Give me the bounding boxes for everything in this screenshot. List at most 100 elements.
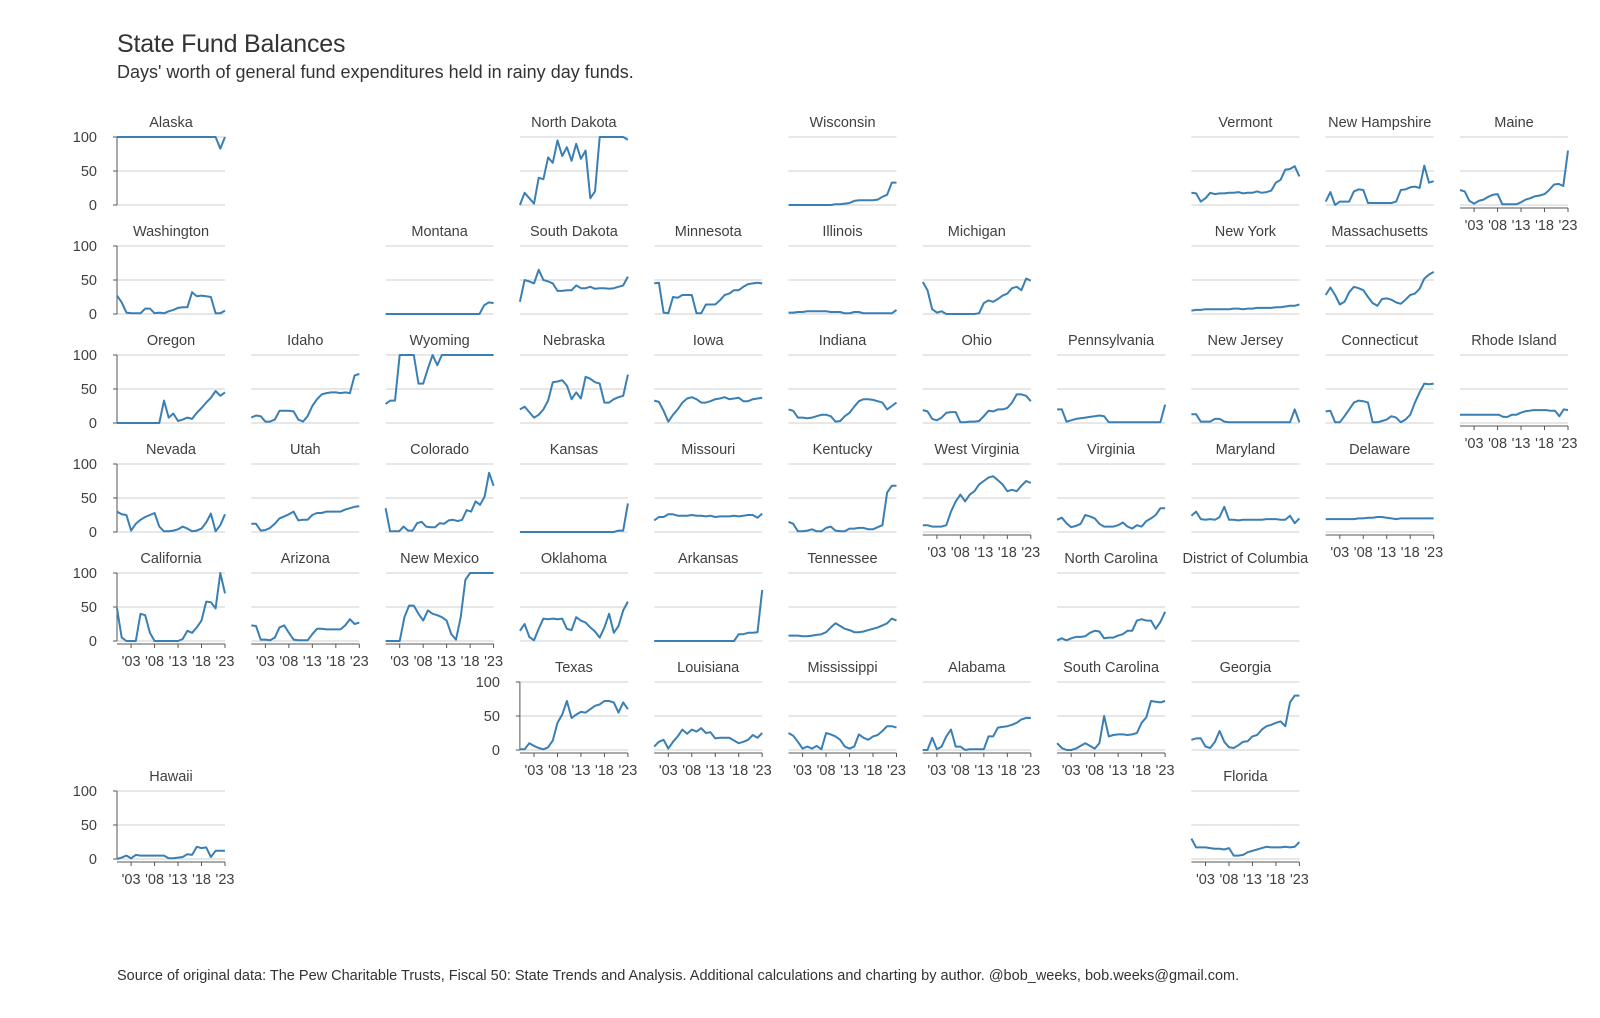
x-tick-label: '08 xyxy=(951,545,970,561)
x-tick-label: '03 xyxy=(256,654,275,670)
panel-massachusetts: Massachusetts xyxy=(1324,224,1435,315)
series-line xyxy=(1460,408,1569,418)
panel-title: Texas xyxy=(555,660,593,676)
panel-utah: Utah xyxy=(251,442,360,533)
x-tick-label: '13 xyxy=(169,654,188,670)
series-line xyxy=(385,572,494,642)
panel-title: West Virginia xyxy=(934,442,1020,458)
series-line xyxy=(519,700,629,751)
x-tick-label: '23 xyxy=(1290,872,1309,888)
panel-south-dakota: South Dakota xyxy=(518,224,629,315)
series-line xyxy=(922,717,1031,751)
x-tick-label: '03 xyxy=(927,545,946,561)
y-tick-label: 100 xyxy=(73,784,97,800)
x-tick-label: '08 xyxy=(145,872,164,888)
x-tick-label: '13 xyxy=(706,763,725,779)
panel-title: Kentucky xyxy=(813,442,873,458)
x-tick-label: '08 xyxy=(682,763,701,779)
series-line xyxy=(1056,700,1166,751)
series-line xyxy=(384,471,495,533)
x-tick-label: '13 xyxy=(974,545,993,561)
series-line xyxy=(1459,150,1569,206)
panel-title: Maine xyxy=(1494,115,1534,131)
series-line xyxy=(519,374,629,419)
panel-title: California xyxy=(140,551,202,567)
x-tick-label: '13 xyxy=(1512,218,1531,234)
panel-new-hampshire: New Hampshire xyxy=(1324,115,1434,206)
series-line xyxy=(1191,303,1300,312)
series-line xyxy=(251,618,360,642)
y-tick-label: 50 xyxy=(484,709,500,725)
x-tick-label: '13 xyxy=(840,763,859,779)
series-line xyxy=(922,393,1032,424)
x-tick-label: '08 xyxy=(279,654,298,670)
panel-kentucky: Kentucky xyxy=(788,442,897,533)
panel-vermont: Vermont xyxy=(1191,115,1301,206)
panel-title: Alabama xyxy=(948,660,1006,676)
series-line xyxy=(116,845,225,860)
series-line xyxy=(788,398,898,423)
series-line xyxy=(116,510,226,533)
panel-michigan: Michigan xyxy=(921,224,1032,315)
x-tick-label: '13 xyxy=(303,654,322,670)
x-tick-label: '23 xyxy=(484,654,503,670)
y-tick-label: 0 xyxy=(89,198,97,214)
y-tick-label: 0 xyxy=(89,416,97,432)
panel-title: Vermont xyxy=(1218,115,1272,131)
panel-missouri: Missouri xyxy=(653,442,763,533)
y-tick-label: 50 xyxy=(81,491,97,507)
x-tick-label: '23 xyxy=(216,654,235,670)
panel-title: Delaware xyxy=(1349,442,1410,458)
x-tick-label: '18 xyxy=(326,654,345,670)
panel-montana: Montana xyxy=(385,224,494,315)
panel-florida: Florida '03 '08'13'18 '23 xyxy=(1190,769,1309,888)
panel-title: Louisiana xyxy=(677,660,740,676)
panel-title: Washington xyxy=(133,224,209,240)
panel-title: Mississippi xyxy=(807,660,877,676)
series-line xyxy=(653,512,763,522)
panel-louisiana: Louisiana '03'08 '13'18 '23 xyxy=(653,660,772,779)
panel-georgia: Georgia xyxy=(1191,660,1300,751)
x-tick-label: '03 xyxy=(1062,763,1081,779)
panel-title: Oklahoma xyxy=(541,551,608,567)
y-tick-label: 0 xyxy=(492,743,500,759)
x-tick-label: '08 xyxy=(1354,545,1373,561)
x-tick-label: '18 xyxy=(864,763,883,779)
panel-virginia: Virginia xyxy=(1056,442,1166,533)
panel-title: New Jersey xyxy=(1208,333,1284,349)
panel-new-mexico: New Mexico '03 '08'13 '18'23 xyxy=(385,551,503,670)
x-tick-label: '03 xyxy=(122,872,141,888)
panel-title: Massachusetts xyxy=(1331,224,1428,240)
series-line xyxy=(385,354,494,405)
panel-title: South Carolina xyxy=(1063,660,1160,676)
x-tick-label: '23 xyxy=(350,654,369,670)
panel-hawaii: Hawaii 0 50 100 '03'08 '13'18 '23 xyxy=(73,769,235,888)
panel-oklahoma: Oklahoma xyxy=(519,551,629,642)
x-tick-label: '18 xyxy=(998,545,1017,561)
panel-title: Nebraska xyxy=(543,333,606,349)
y-tick-label: 0 xyxy=(89,307,97,323)
x-tick-label: '23 xyxy=(887,763,906,779)
x-tick-label: '08 xyxy=(145,654,164,670)
panel-title: North Carolina xyxy=(1064,551,1158,567)
y-tick-label: 50 xyxy=(81,382,97,398)
panel-new-york: New York xyxy=(1191,224,1300,315)
x-tick-label: '23 xyxy=(1021,545,1040,561)
x-tick-label: '13 xyxy=(1109,763,1128,779)
series-line xyxy=(788,484,897,533)
series-line xyxy=(653,727,763,750)
x-tick-label: '18 xyxy=(192,872,211,888)
panel-nevada: Nevada 0 50 100 xyxy=(73,442,226,541)
panel-new-jersey: New Jersey xyxy=(1191,333,1301,424)
series-line xyxy=(654,281,763,315)
x-tick-label: '03 xyxy=(390,654,409,670)
y-tick-label: 50 xyxy=(81,273,97,289)
series-line xyxy=(1190,838,1301,857)
panel-title: Oregon xyxy=(147,333,195,349)
panel-arkansas: Arkansas xyxy=(654,551,764,642)
x-tick-label: '08 xyxy=(951,763,970,779)
x-tick-label: '08 xyxy=(1220,872,1239,888)
y-tick-label: 100 xyxy=(476,675,500,691)
y-tick-label: 100 xyxy=(73,130,97,146)
